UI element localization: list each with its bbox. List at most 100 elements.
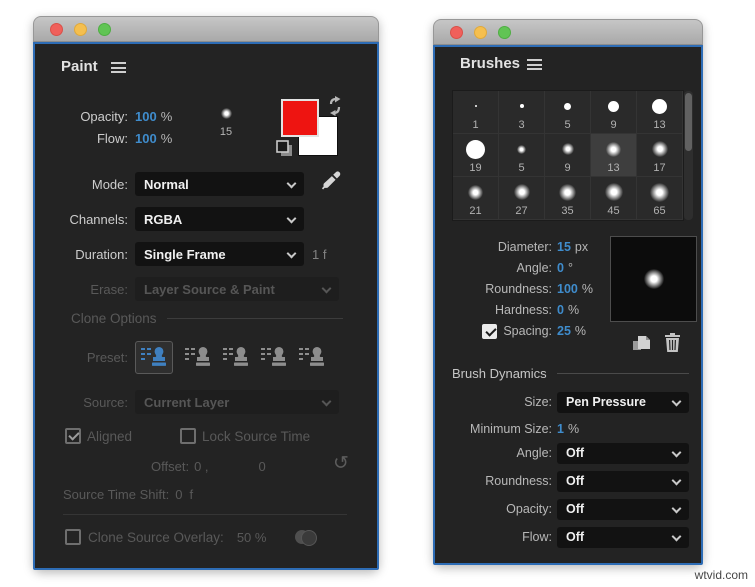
preset-stamp-2[interactable] <box>183 343 213 371</box>
channels-dropdown[interactable]: RGBA <box>135 207 304 231</box>
default-colors-icon[interactable] <box>275 140 295 158</box>
brush-cell[interactable]: 21 <box>453 177 499 220</box>
roundness-unit: % <box>581 282 593 296</box>
brushes-window: Brushes 1 3 5 9 13 19 5 9 13 17 21 27 35 45 65 Diamete… <box>433 19 703 565</box>
minimize-button[interactable] <box>74 22 87 36</box>
size-dropdown[interactable]: Pen Pressure <box>557 391 689 413</box>
brush-cell[interactable]: 65 <box>637 177 683 220</box>
dynamics-angle-value: Off <box>566 446 585 460</box>
panel-menu-icon[interactable] <box>527 59 542 70</box>
duration-dropdown[interactable]: Single Frame <box>135 242 304 266</box>
zoom-button[interactable] <box>498 25 511 39</box>
stamp-icon <box>139 343 169 371</box>
spacing-unit: % <box>574 324 587 338</box>
offset-x-value: 0 , <box>194 458 209 474</box>
lock-source-time-label: Lock Source Time <box>202 428 311 444</box>
brush-preview-dot-icon <box>643 269 664 289</box>
clone-source-overlay-row: Clone Source Overlay: 50 % <box>65 525 359 549</box>
section-divider <box>556 372 689 374</box>
clone-options-header: Clone Options <box>71 310 343 326</box>
zoom-button[interactable] <box>98 22 111 36</box>
dynamics-angle-dropdown[interactable]: Off <box>557 442 689 464</box>
aligned-row: Aligned Lock Source Time <box>65 425 310 447</box>
spacing-checkbox[interactable] <box>482 323 498 339</box>
roundness-value[interactable]: 100 <box>557 282 578 296</box>
brush-tip-icon <box>650 182 669 202</box>
brush-tip-icon <box>652 98 667 114</box>
eyedropper-icon[interactable] <box>319 170 343 194</box>
panel-menu-icon[interactable] <box>111 62 126 73</box>
minimum-size-value[interactable]: 1 <box>557 422 564 436</box>
duration-row: Duration: Single Frame 1 f <box>35 242 326 266</box>
brush-cell[interactable]: 1 <box>453 91 499 134</box>
brush-cell[interactable]: 13 <box>637 91 683 134</box>
erase-value: Layer Source & Paint <box>144 281 275 297</box>
preset-stamp-3[interactable] <box>221 343 251 371</box>
spacing-value[interactable]: 25 <box>557 324 571 338</box>
chevron-down-icon <box>671 447 682 457</box>
flow-unit: % <box>160 130 173 146</box>
mode-dropdown[interactable]: Normal <box>135 172 304 196</box>
preset-stamp-5[interactable] <box>297 343 327 371</box>
opacity-label: Opacity: <box>80 108 128 124</box>
brush-cell[interactable]: 17 <box>637 134 683 177</box>
hardness-row: Hardness: 0 % <box>435 302 579 318</box>
dynamics-opacity-dropdown[interactable]: Off <box>557 498 689 520</box>
hardness-value[interactable]: 0 <box>557 303 564 317</box>
brushes-titlebar[interactable] <box>433 19 703 45</box>
clone-source-overlay-checkbox <box>65 529 81 545</box>
brush-size-label: 21 <box>469 205 482 217</box>
brush-cell[interactable]: 3 <box>499 91 545 134</box>
swap-colors-icon[interactable] <box>324 95 346 117</box>
brush-cell[interactable]: 19 <box>453 134 499 177</box>
foreground-color-swatch[interactable] <box>281 99 319 137</box>
duration-frames[interactable]: 1 f <box>312 246 327 262</box>
new-brush-icon[interactable] <box>631 334 652 353</box>
flow-label: Flow: <box>96 130 128 146</box>
brush-cell[interactable]: 13 <box>591 134 637 177</box>
brush-cell[interactable]: 5 <box>499 134 545 177</box>
source-time-shift-value: 0 <box>175 486 183 502</box>
scrollbar-thumb[interactable] <box>685 93 692 151</box>
brush-size-label: 1 <box>472 119 479 131</box>
brushes-panel: Brushes 1 3 5 9 13 19 5 9 13 17 21 27 35 45 65 Diamete… <box>433 45 703 565</box>
source-time-shift-row: Source Time Shift: 0 f <box>63 485 193 503</box>
brush-cell[interactable]: 45 <box>591 177 637 220</box>
flow-value[interactable]: 100 <box>135 130 157 146</box>
dynamics-opacity-label: Opacity: <box>506 502 552 516</box>
reset-icon: ↺ <box>333 453 349 474</box>
size-value: Pen Pressure <box>566 395 646 409</box>
minimize-button[interactable] <box>474 25 487 39</box>
preset-stamp-4[interactable] <box>259 343 289 371</box>
source-label: Source: <box>83 394 128 410</box>
chevron-down-icon <box>286 248 297 259</box>
offset-row: Offset: 0 , 0 ↺ <box>35 453 377 475</box>
duration-label: Duration: <box>75 246 128 262</box>
dynamics-flow-dropdown[interactable]: Off <box>557 526 689 548</box>
roundness-row: Roundness: 100 % <box>435 281 593 297</box>
angle-row: Angle: 0 ° <box>435 260 573 276</box>
brush-cell[interactable]: 9 <box>545 134 591 177</box>
scrollbar[interactable] <box>684 91 693 220</box>
dynamics-roundness-dropdown[interactable]: Off <box>557 470 689 492</box>
delete-brush-icon[interactable] <box>664 333 681 353</box>
paint-window: Paint Opacity: 100 % Flow: 100 % 15 M <box>33 16 379 570</box>
close-button[interactable] <box>450 25 463 39</box>
source-time-shift-unit: f <box>189 486 194 502</box>
paint-titlebar[interactable] <box>33 16 379 42</box>
size-row: Size: Pen Pressure <box>435 391 689 413</box>
chevron-down-icon <box>286 213 297 224</box>
close-button[interactable] <box>50 22 63 36</box>
brush-cell[interactable]: 9 <box>591 91 637 134</box>
diameter-unit: px <box>574 240 589 254</box>
paint-panel-title: Paint <box>61 58 98 75</box>
source-dropdown: Current Layer <box>135 390 339 414</box>
brush-cell[interactable]: 35 <box>545 177 591 220</box>
diameter-value[interactable]: 15 <box>557 240 571 254</box>
brush-cell[interactable]: 5 <box>545 91 591 134</box>
opacity-value[interactable]: 100 <box>135 108 157 124</box>
angle-value[interactable]: 0 <box>557 261 564 275</box>
brush-cell[interactable]: 27 <box>499 177 545 220</box>
preset-stamp-1-selected[interactable] <box>135 340 173 374</box>
chevron-down-icon <box>671 475 682 485</box>
